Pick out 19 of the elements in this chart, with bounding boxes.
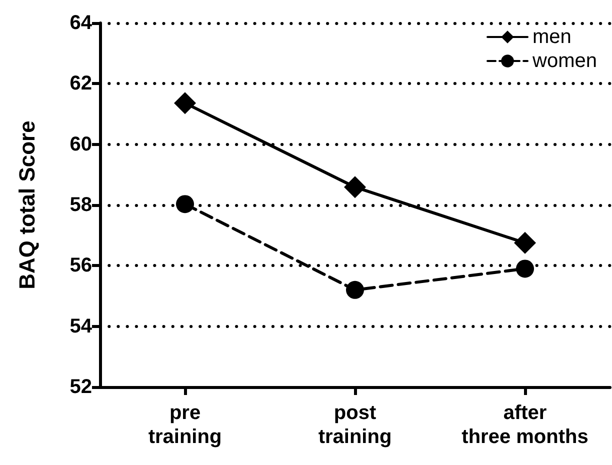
y-tick-label: 64	[70, 12, 93, 34]
point	[174, 92, 196, 114]
y-axis-title: BAQ total Score	[14, 120, 40, 290]
y-tick-label: 62	[70, 72, 92, 95]
legend-label: men	[532, 26, 572, 48]
y-tick-label: 58	[70, 194, 92, 216]
legend-label: women	[532, 50, 598, 72]
y-tick-label: 52	[70, 376, 92, 398]
point	[346, 280, 364, 299]
point	[176, 195, 194, 214]
point	[514, 232, 536, 254]
point	[344, 176, 366, 198]
x-tick-label: post training	[318, 402, 392, 448]
y-tick-label: 54	[70, 315, 93, 338]
point	[516, 260, 534, 278]
y-tick-label: 56	[70, 254, 92, 277]
x-tick-label: after three months	[462, 402, 588, 448]
y-tick-label: 60	[70, 133, 92, 156]
x-tick-label: pre training	[148, 402, 222, 448]
